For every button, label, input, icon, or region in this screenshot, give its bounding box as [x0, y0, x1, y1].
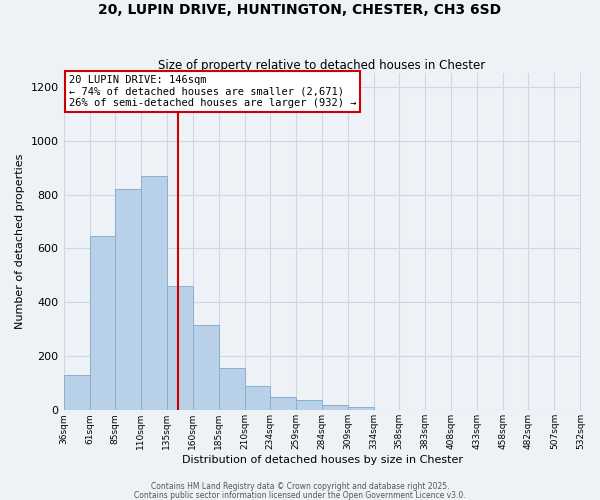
Bar — [167, 286, 193, 410]
Title: Size of property relative to detached houses in Chester: Size of property relative to detached ho… — [158, 59, 485, 72]
Bar — [245, 386, 270, 410]
Text: 20 LUPIN DRIVE: 146sqm
← 74% of detached houses are smaller (2,671)
26% of semi-: 20 LUPIN DRIVE: 146sqm ← 74% of detached… — [69, 75, 356, 108]
Bar — [270, 397, 296, 410]
Text: Contains public sector information licensed under the Open Government Licence v3: Contains public sector information licen… — [134, 490, 466, 500]
Bar — [219, 368, 245, 410]
Bar — [140, 176, 167, 410]
Bar — [296, 400, 322, 410]
Text: Contains HM Land Registry data © Crown copyright and database right 2025.: Contains HM Land Registry data © Crown c… — [151, 482, 449, 491]
X-axis label: Distribution of detached houses by size in Chester: Distribution of detached houses by size … — [182, 455, 463, 465]
Bar — [322, 406, 348, 410]
Bar — [348, 406, 374, 410]
Bar — [193, 326, 219, 410]
Y-axis label: Number of detached properties: Number of detached properties — [15, 154, 25, 330]
Text: 20, LUPIN DRIVE, HUNTINGTON, CHESTER, CH3 6SD: 20, LUPIN DRIVE, HUNTINGTON, CHESTER, CH… — [98, 2, 502, 16]
Bar — [64, 375, 89, 410]
Bar — [115, 189, 140, 410]
Bar — [89, 236, 115, 410]
